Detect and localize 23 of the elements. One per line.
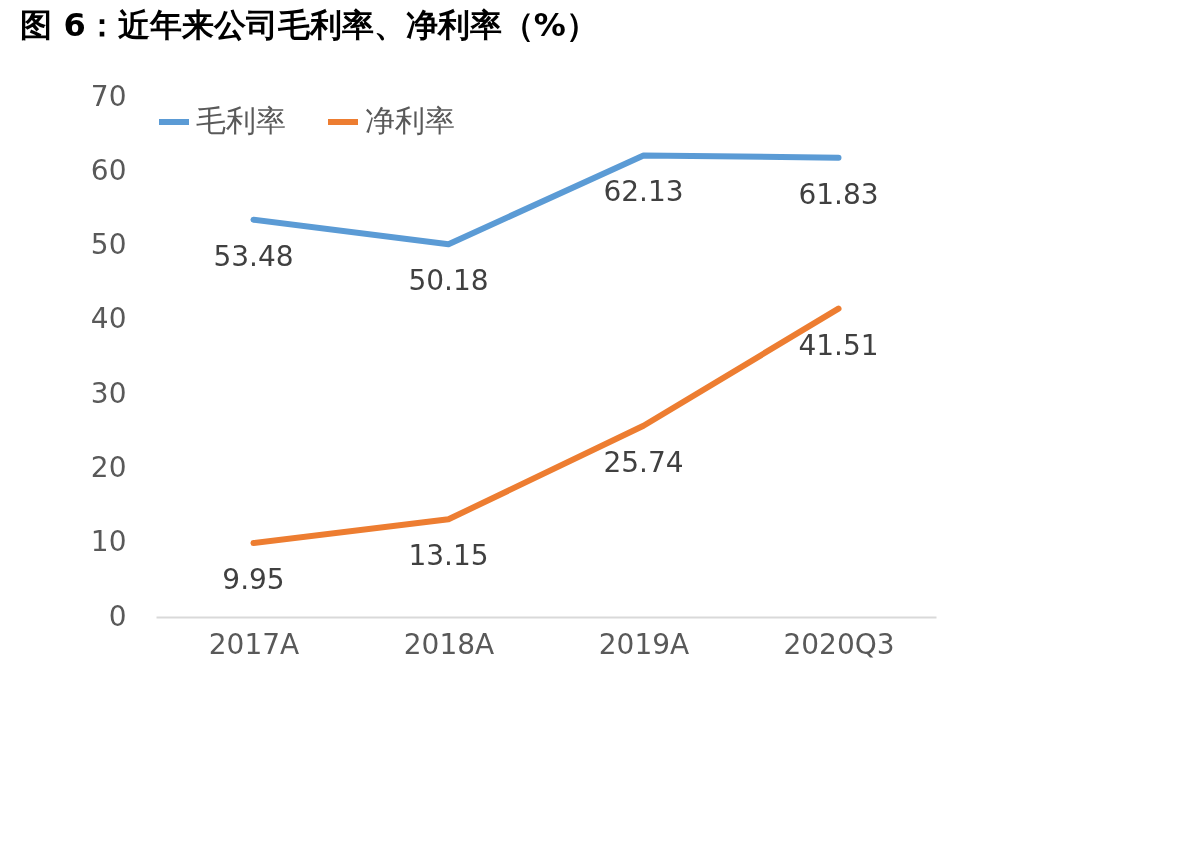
data-label: 41.51: [798, 328, 879, 362]
y-tick-label: 30: [90, 376, 127, 410]
x-tick-label: 2019A: [598, 627, 690, 661]
legend-label: 毛利率: [196, 103, 286, 138]
x-tick-label: 2018A: [403, 627, 495, 661]
y-tick-label: 50: [90, 228, 127, 262]
y-tick-label: 20: [90, 450, 127, 484]
data-label: 9.95: [222, 563, 285, 597]
data-label: 61.83: [798, 177, 879, 211]
y-tick-label: 0: [108, 599, 127, 633]
data-label: 50.18: [408, 264, 489, 298]
data-label: 25.74: [603, 445, 684, 479]
data-label: 62.13: [603, 175, 684, 209]
y-tick-label: 10: [90, 525, 127, 559]
data-label: 53.48: [213, 239, 294, 273]
chart-title: 图 6：近年来公司毛利率、净利率（%）: [20, 6, 598, 44]
y-tick-label: 60: [90, 153, 127, 187]
x-tick-label: 2020Q3: [783, 627, 895, 661]
y-tick-label: 40: [90, 302, 127, 336]
x-tick-label: 2017A: [208, 627, 300, 661]
y-tick-label: 70: [90, 79, 127, 113]
data-label: 13.15: [408, 539, 489, 573]
legend-label: 净利率: [365, 103, 455, 138]
